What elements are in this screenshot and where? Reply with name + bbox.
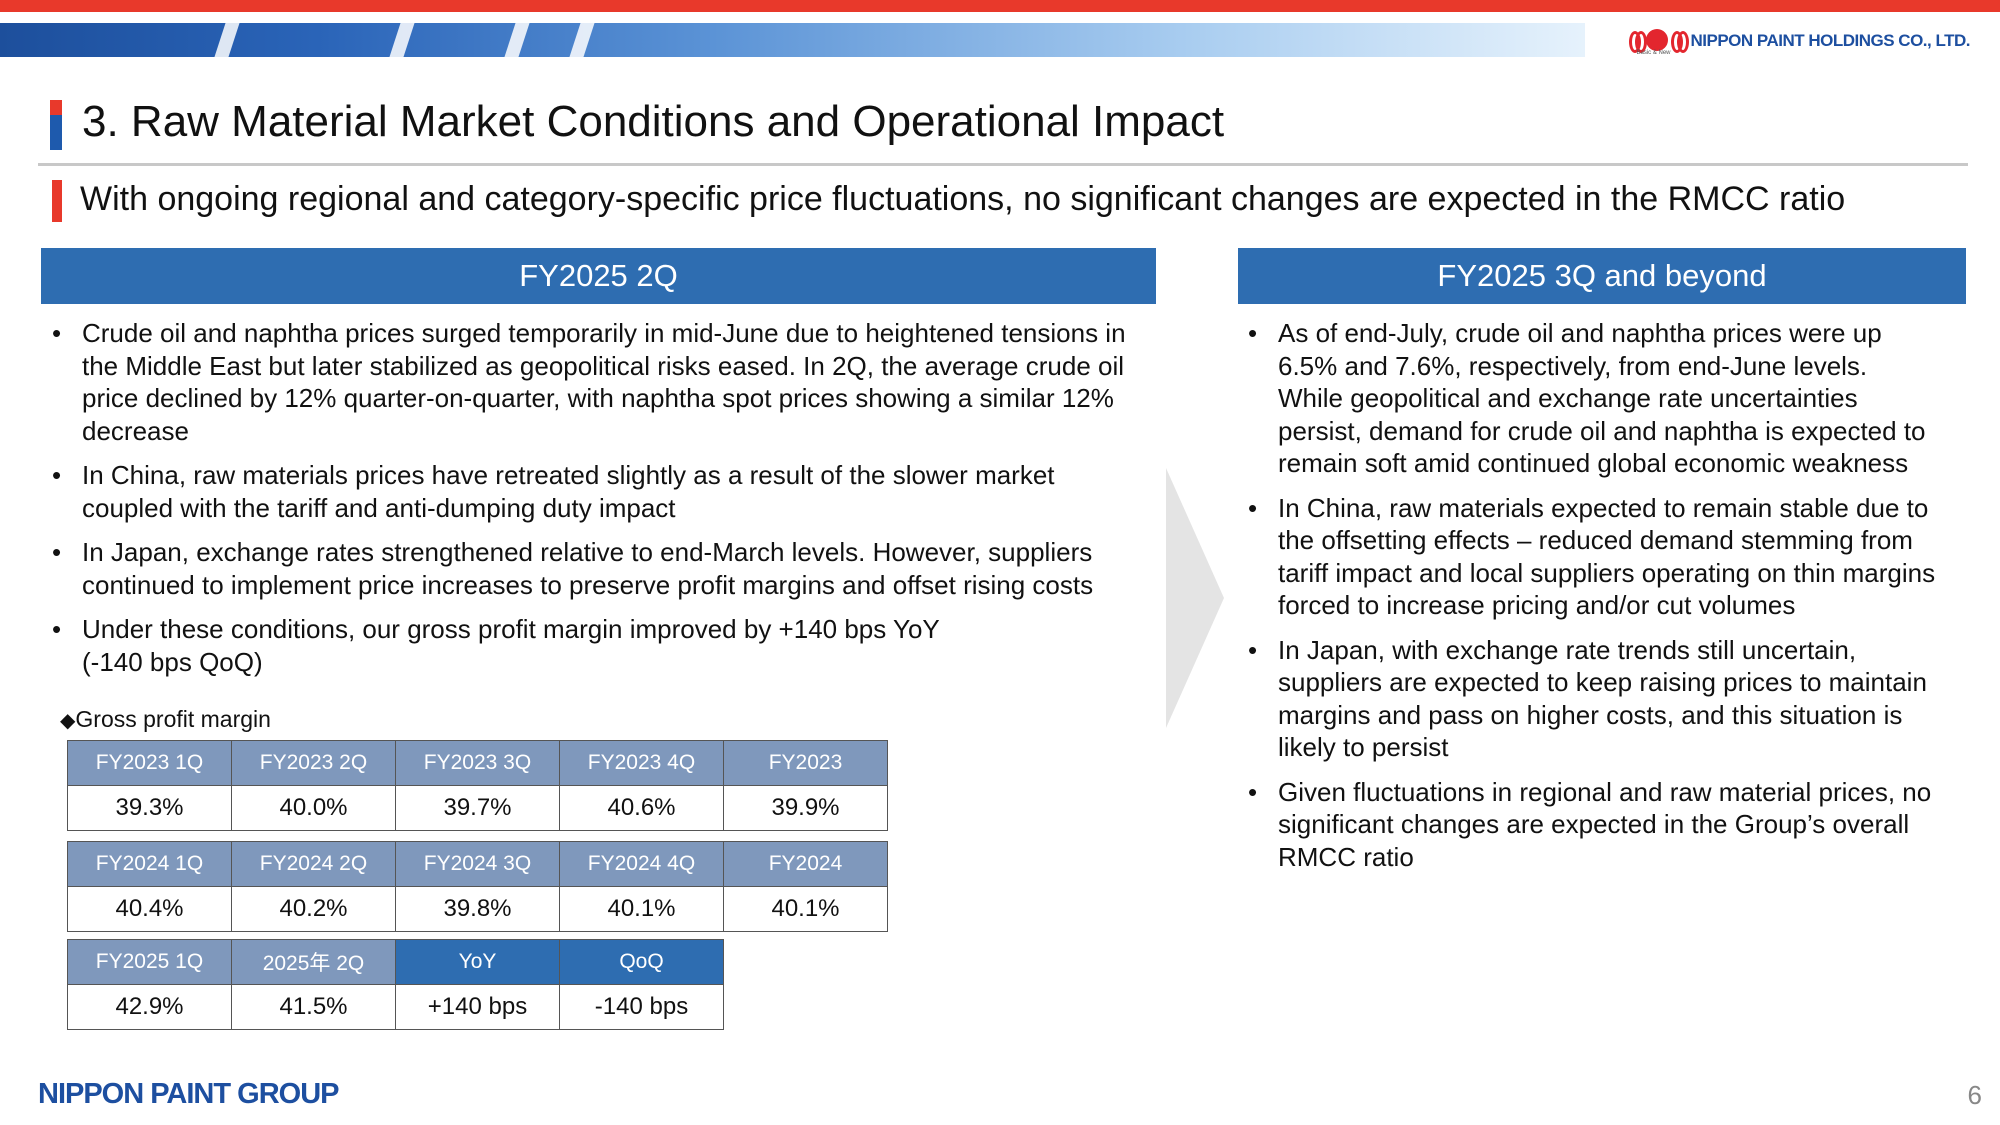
header-gradient-band — [0, 23, 1585, 57]
list-item: In China, raw materials prices have retr… — [42, 459, 1152, 524]
gross-profit-margin-label-text: Gross profit margin — [75, 706, 271, 732]
table-row: 39.3% 40.0% 39.7% 40.6% 39.9% — [67, 785, 888, 831]
table-cell: 40.6% — [559, 785, 724, 831]
table-header-row: FY2023 1Q FY2023 2Q FY2023 3Q FY2023 4Q … — [67, 740, 888, 786]
table-cell: 39.8% — [395, 886, 560, 932]
table-header-cell: FY2024 — [723, 841, 888, 887]
table-header-cell: FY2023 1Q — [67, 740, 232, 786]
list-item: Crude oil and naphtha prices surged temp… — [42, 317, 1152, 447]
table-header-cell: YoY — [395, 939, 560, 985]
left-bullet-list: Crude oil and naphtha prices surged temp… — [42, 317, 1152, 690]
table-header-cell: FY2023 2Q — [231, 740, 396, 786]
gpm-table-fy2023: FY2023 1Q FY2023 2Q FY2023 3Q FY2023 4Q … — [67, 740, 888, 831]
table-cell: +140 bps — [395, 984, 560, 1030]
page-title: 3. Raw Material Market Conditions and Op… — [82, 97, 1225, 146]
title-accent-bar — [50, 100, 62, 150]
table-cell: 40.1% — [559, 886, 724, 932]
list-item: Given fluctuations in regional and raw m… — [1238, 776, 1938, 874]
table-cell: 42.9% — [67, 984, 232, 1030]
table-header-cell: FY2024 1Q — [67, 841, 232, 887]
table-row: 40.4% 40.2% 39.8% 40.1% 40.1% — [67, 886, 888, 932]
list-item: In Japan, exchange rates strengthened re… — [42, 536, 1152, 601]
table-cell: 39.7% — [395, 785, 560, 831]
table-row: 42.9% 41.5% +140 bps -140 bps — [67, 984, 724, 1030]
table-header-cell: FY2023 — [723, 740, 888, 786]
table-cell: -140 bps — [559, 984, 724, 1030]
subtitle-accent-bar — [52, 180, 62, 222]
table-cell: 40.0% — [231, 785, 396, 831]
table-cell: 39.9% — [723, 785, 888, 831]
table-header-cell: FY2023 3Q — [395, 740, 560, 786]
table-header-cell: FY2024 4Q — [559, 841, 724, 887]
gross-profit-margin-label: ◆Gross profit margin — [60, 704, 271, 736]
table-cell: 40.2% — [231, 886, 396, 932]
nippon-paint-logo-icon: Basic & New — [1627, 28, 1689, 56]
transition-arrow-icon — [1166, 468, 1224, 728]
table-header-row: FY2025 1Q 2025年 2Q YoY QoQ — [67, 939, 724, 985]
right-bullet-list: As of end-July, crude oil and naphtha pr… — [1238, 317, 1938, 885]
page-number: 6 — [1967, 1080, 1982, 1110]
right-panel-heading: FY2025 3Q and beyond — [1238, 248, 1966, 304]
list-item: As of end-July, crude oil and naphtha pr… — [1238, 317, 1938, 480]
table-header-row: FY2024 1Q FY2024 2Q FY2024 3Q FY2024 4Q … — [67, 841, 888, 887]
table-header-cell: FY2025 1Q — [67, 939, 232, 985]
table-header-cell: FY2024 2Q — [231, 841, 396, 887]
table-header-cell: QoQ — [559, 939, 724, 985]
table-cell: 40.1% — [723, 886, 888, 932]
table-header-cell: FY2023 4Q — [559, 740, 724, 786]
title-divider — [38, 163, 1968, 166]
table-cell: 41.5% — [231, 984, 396, 1030]
list-item: In China, raw materials expected to rema… — [1238, 492, 1938, 622]
top-accent-bar — [0, 0, 2000, 12]
footer-logo: NIPPON PAINT GROUP — [38, 1078, 339, 1110]
gpm-table-fy2024: FY2024 1Q FY2024 2Q FY2024 3Q FY2024 4Q … — [67, 841, 888, 932]
gpm-table-fy2025: FY2025 1Q 2025年 2Q YoY QoQ 42.9% 41.5% +… — [67, 939, 724, 1030]
company-logo: Basic & New NIPPON PAINT HOLDINGS CO., L… — [1627, 28, 1971, 56]
left-panel-heading: FY2025 2Q — [41, 248, 1156, 304]
diamond-bullet-icon: ◆ — [60, 710, 76, 732]
table-header-cell: 2025年 2Q — [231, 939, 396, 985]
company-logo-text: NIPPON PAINT HOLDINGS CO., LTD. — [1690, 31, 1971, 50]
logo-tagline: Basic & New — [1636, 50, 1671, 56]
list-item: In Japan, with exchange rate trends stil… — [1238, 634, 1938, 764]
table-cell: 39.3% — [67, 785, 232, 831]
table-cell: 40.4% — [67, 886, 232, 932]
page-subtitle: With ongoing regional and category-speci… — [80, 180, 1846, 218]
list-item: Under these conditions, our gross profit… — [42, 613, 1152, 678]
table-header-cell: FY2024 3Q — [395, 841, 560, 887]
